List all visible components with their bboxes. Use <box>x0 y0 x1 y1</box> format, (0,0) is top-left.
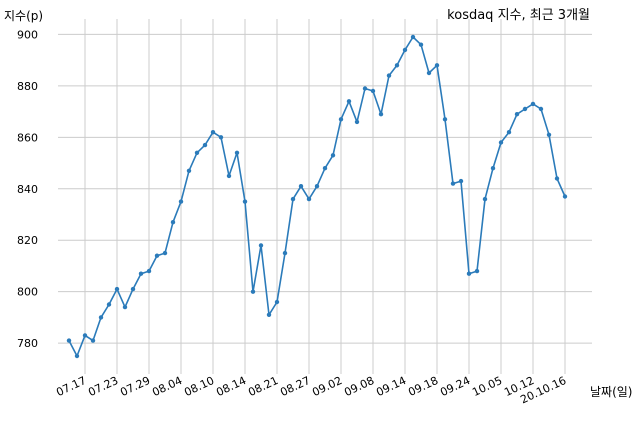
data-point <box>290 196 296 202</box>
data-point <box>242 199 248 204</box>
data-point <box>378 112 384 117</box>
y-tick-label: 860 <box>17 131 38 144</box>
data-point <box>554 176 560 181</box>
data-point <box>170 220 176 225</box>
data-point <box>450 181 456 186</box>
data-point <box>330 153 336 158</box>
data-point <box>546 132 552 137</box>
data-point <box>178 199 184 204</box>
data-point <box>482 196 488 202</box>
data-point <box>394 63 400 68</box>
data-point <box>98 315 104 320</box>
data-point <box>418 42 424 47</box>
data-point <box>106 302 112 307</box>
x-tick-label: 07.29 <box>118 374 152 399</box>
data-point <box>410 34 416 40</box>
data-point <box>282 250 288 256</box>
data-point <box>250 289 256 294</box>
data-point <box>186 168 192 173</box>
data-point <box>138 271 144 276</box>
x-tick-label: 09.02 <box>310 374 344 399</box>
y-tick-label: 840 <box>17 183 38 196</box>
data-point <box>402 47 408 53</box>
data-point <box>266 312 272 317</box>
data-point <box>362 86 368 91</box>
data-point <box>490 166 496 171</box>
y-tick-label: 880 <box>17 80 38 93</box>
data-point <box>154 253 160 258</box>
data-point <box>506 130 512 135</box>
data-point <box>306 196 312 202</box>
y-tick-label: 820 <box>17 234 38 247</box>
data-point <box>82 333 88 338</box>
data-point <box>274 299 280 305</box>
data-point <box>322 166 328 171</box>
x-axis-label: 날짜(일) <box>590 385 632 399</box>
data-point <box>514 112 520 117</box>
data-point <box>74 353 80 359</box>
chart-title: kosdaq 지수, 최근 3개월 <box>447 8 590 23</box>
data-point <box>218 135 224 140</box>
y-tick-label: 900 <box>17 28 38 41</box>
data-point <box>434 63 440 68</box>
axes: 780 800 820 840 860 880 900 07.1707.2307.2908.0… <box>17 28 568 406</box>
series-line <box>68 36 566 357</box>
x-tick-label: 08.04 <box>150 374 184 399</box>
x-tick-label: 10.05 <box>470 374 504 399</box>
data-point <box>314 184 320 189</box>
x-tick-label: 09.18 <box>406 374 440 399</box>
data-point <box>370 88 376 94</box>
data-point <box>130 286 136 292</box>
x-tick-label: 08.27 <box>278 374 312 399</box>
x-tick-label: 07.23 <box>86 374 120 399</box>
data-point <box>354 119 360 125</box>
data-point <box>498 140 504 145</box>
x-tick-label: 08.14 <box>214 374 248 399</box>
data-point <box>202 142 208 148</box>
data-point <box>522 106 528 112</box>
data-point <box>258 243 264 248</box>
data-point <box>122 304 128 310</box>
y-tick-label: 780 <box>17 337 38 350</box>
data-point <box>226 173 232 179</box>
data-point <box>90 338 96 343</box>
data-point <box>562 194 568 199</box>
data-point <box>458 178 464 184</box>
data-point <box>210 130 216 135</box>
data-point <box>338 117 344 122</box>
data-point <box>346 99 352 104</box>
y-tick-label: 800 <box>17 286 38 299</box>
data-point <box>114 286 120 292</box>
data-point <box>530 101 536 107</box>
data-point <box>538 106 544 112</box>
series <box>66 34 568 359</box>
x-tick-label: 09.14 <box>374 374 408 399</box>
x-tick-label: 09.24 <box>438 374 472 399</box>
data-point <box>426 70 432 76</box>
data-point <box>474 268 480 274</box>
grid <box>58 19 592 374</box>
data-point <box>386 73 392 78</box>
data-point <box>466 271 472 276</box>
data-point <box>298 184 304 189</box>
y-axis-label: 지수(p) <box>4 9 43 23</box>
x-tick-label: 07.17 <box>54 374 88 399</box>
data-point <box>234 150 240 155</box>
x-tick-label: 09.08 <box>342 374 376 399</box>
data-point <box>442 117 448 122</box>
x-tick-label: 08.21 <box>246 374 280 399</box>
x-tick-label: 08.10 <box>182 374 216 399</box>
data-point <box>146 268 152 274</box>
data-point <box>66 338 72 343</box>
data-point <box>194 150 200 155</box>
data-point <box>162 250 168 256</box>
